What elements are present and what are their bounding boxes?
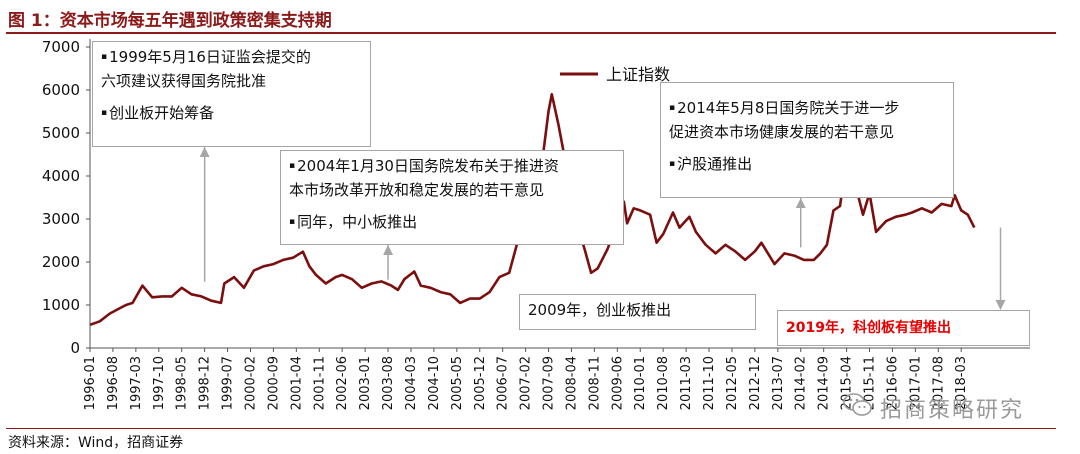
x-tick-label: 1996-01 xyxy=(83,356,98,410)
arrow-2014-head xyxy=(795,198,806,208)
x-tick-label: 2011-10 xyxy=(702,356,717,410)
x-tick-label: 2017-08 xyxy=(931,356,946,410)
annotation-2014: 2014年5月8日国务院关于进一步 促进资本市场健康发展的若干意见 沪股通推出 xyxy=(660,82,954,198)
annotation-2014-line3: 沪股通推出 xyxy=(669,152,945,176)
watermark-text: 招商策略研究 xyxy=(880,398,1025,423)
x-tick-label: 2014-09 xyxy=(817,356,832,410)
x-tick-label: 2008-04 xyxy=(564,356,579,410)
x-tick-label: 2014-02 xyxy=(794,356,809,410)
x-tick-label: 2010-08 xyxy=(656,356,671,410)
x-tick-label: 2017-01 xyxy=(908,356,923,410)
arrow-2004-head xyxy=(383,245,394,255)
annotation-2014-line1: 2014年5月8日国务院关于进一步 xyxy=(669,96,945,120)
annotation-arrows xyxy=(199,147,1006,310)
legend: 上证指数 xyxy=(560,65,670,84)
y-tick-label: 0 xyxy=(70,339,80,357)
x-tick-label: 2005-12 xyxy=(473,356,488,410)
x-tick-label: 2012-12 xyxy=(748,356,763,410)
x-tick-label: 2001-11 xyxy=(312,356,327,410)
title-divider xyxy=(6,32,1056,34)
x-axis-ticks: 1996-01 1996-08 1997-03 1997-10 1998-05 1998-… xyxy=(83,348,969,410)
x-tick-label: 2011-03 xyxy=(679,356,694,410)
y-tick-label: 2000 xyxy=(42,253,80,271)
x-tick-label: 2004-03 xyxy=(404,356,419,410)
x-tick-label: 2007-09 xyxy=(542,356,557,410)
source-note: 资料来源：Wind，招商证券 xyxy=(8,435,184,451)
x-tick-label: 2003-08 xyxy=(381,356,396,410)
arrow-2019-head xyxy=(995,300,1006,310)
x-tick-label: 2009-06 xyxy=(610,356,625,410)
annotation-2004: 2004年1月30日国务院发布关于推进资 本市场改革开放和稳定发展的若干意见 同… xyxy=(280,150,624,245)
y-tick-label: 1000 xyxy=(42,296,80,314)
x-tick-label: 1999-07 xyxy=(221,356,236,410)
annotation-2019: 2019年，科创板有望推出 xyxy=(777,310,1030,346)
x-tick-label: 2001-04 xyxy=(289,356,304,410)
x-tick-label: 2006-07 xyxy=(496,356,511,410)
x-tick-label: 2004-10 xyxy=(427,356,442,410)
annotation-1999-line2: 六项建议获得国务院批准 xyxy=(101,72,267,90)
x-tick-label: 1998-05 xyxy=(175,356,190,410)
x-tick-label: 2000-02 xyxy=(243,356,258,410)
annotation-1999-line1: 1999年5月16日证监会提交的 xyxy=(101,45,362,69)
annotation-2019-line1: 2019年，科创板有望推出 xyxy=(786,320,951,336)
annotation-2009-line1: 2009年，创业板推出 xyxy=(528,301,672,319)
x-tick-label: 2000-09 xyxy=(266,356,281,410)
legend-label: 上证指数 xyxy=(606,65,670,84)
annotation-2004-line1: 2004年1月30日国务院发布关于推进资 xyxy=(289,154,615,178)
x-tick-label: 2010-01 xyxy=(633,356,648,410)
arrow-1999-head xyxy=(199,147,210,157)
x-tick-label: 2013-07 xyxy=(771,356,786,410)
y-tick-label: 4000 xyxy=(42,167,80,185)
annotation-2014-line2: 促进资本市场健康发展的若干意见 xyxy=(669,123,895,141)
x-tick-label: 1997-03 xyxy=(129,356,144,410)
source-divider xyxy=(6,428,1056,429)
annotation-2009: 2009年，创业板推出 xyxy=(519,294,756,330)
y-tick-label: 3000 xyxy=(42,210,80,228)
figure-title: 图 1：资本市场每五年遇到政策密集支持期 xyxy=(8,11,332,31)
x-tick-label: 2015-04 xyxy=(840,356,855,410)
x-tick-label: 2005-05 xyxy=(450,356,465,410)
y-axis-ticks: 0 1000 2000 3000 4000 5000 6000 7000 xyxy=(42,38,90,357)
x-tick-label: 1996-08 xyxy=(106,356,121,410)
x-tick-label: 2018-03 xyxy=(954,356,969,410)
annotation-1999: 1999年5月16日证监会提交的 六项建议获得国务院批准 创业板开始筹备 xyxy=(92,41,371,147)
x-tick-label: 2012-05 xyxy=(725,356,740,410)
annotation-1999-line3: 创业板开始筹备 xyxy=(101,101,362,125)
x-tick-label: 2002-06 xyxy=(335,356,350,410)
x-tick-label: 2007-02 xyxy=(519,356,534,410)
y-tick-label: 5000 xyxy=(42,124,80,142)
annotation-2004-line3: 同年，中小板推出 xyxy=(289,210,615,234)
x-tick-label: 1998-12 xyxy=(198,356,213,410)
x-tick-label: 2016-06 xyxy=(885,356,900,410)
x-tick-label: 2003-01 xyxy=(358,356,373,410)
x-tick-label: 2008-11 xyxy=(587,356,602,410)
annotation-2004-line2: 本市场改革开放和稳定发展的若干意见 xyxy=(289,181,545,199)
wechat-icon xyxy=(843,393,872,416)
x-tick-label: 1997-10 xyxy=(152,356,167,410)
x-tick-label: 2015-11 xyxy=(863,356,878,410)
y-tick-label: 6000 xyxy=(42,81,80,99)
y-tick-label: 7000 xyxy=(42,38,80,56)
